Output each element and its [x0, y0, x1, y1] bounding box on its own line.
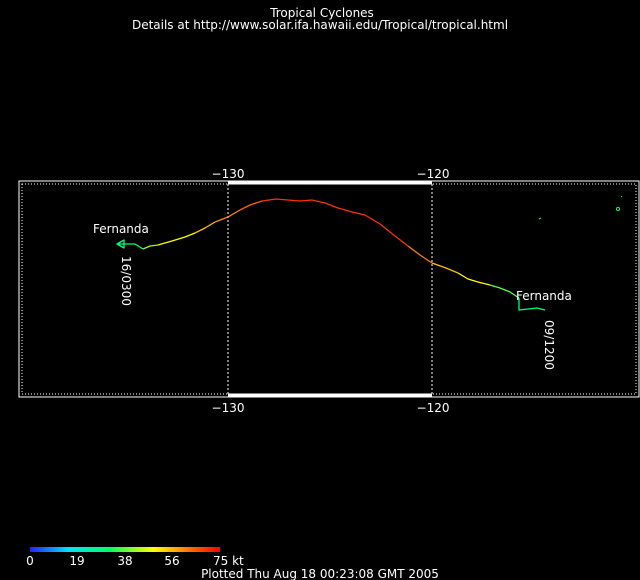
track-end-arrow — [116, 239, 125, 249]
storm-track-fernanda — [116, 198, 546, 311]
storm-name-label-west: Fernanda — [93, 222, 149, 236]
storm-time-label-east: 09/1200 — [542, 320, 556, 370]
track-segment — [489, 284, 520, 299]
top-tick-label-120: −120 — [417, 167, 450, 181]
disturbance-mark — [620, 195, 623, 198]
colorbar-tick-label: 75 kt — [213, 554, 244, 568]
bottom-tick-label-120: −120 — [417, 401, 450, 415]
chart-title: Tropical Cyclones — [269, 6, 374, 20]
map-frame — [18, 180, 640, 398]
track-segment — [518, 298, 546, 311]
disturbance-mark — [615, 206, 621, 212]
track-segment — [407, 245, 433, 264]
small-disturbance-marks — [538, 195, 623, 220]
track-segment — [194, 221, 216, 234]
track-segment — [157, 232, 196, 246]
colorbar-tick-label: 19 — [69, 554, 84, 568]
storm-name-label-east: Fernanda — [516, 289, 572, 303]
colorbar-tick-label: 56 — [164, 554, 179, 568]
track-segment — [118, 243, 144, 250]
colorbar-tick-label: 0 — [26, 554, 34, 568]
top-tick-label-130: −130 — [212, 167, 245, 181]
track-segment — [239, 200, 263, 211]
colorbar-tick-label: 38 — [117, 554, 132, 568]
bottom-tick-label-130: −130 — [212, 401, 245, 415]
storm-time-label-west: 16/0300 — [119, 256, 133, 306]
intensity-colorbar — [30, 547, 220, 552]
track-segment — [457, 272, 491, 286]
plotted-timestamp: Plotted Thu Aug 18 00:23:08 GMT 2005 — [201, 567, 439, 580]
details-link[interactable]: Details at http://www.solar.ifa.hawaii.e… — [132, 18, 508, 32]
track-segment — [261, 198, 409, 247]
track-segment — [214, 209, 241, 223]
track-segment — [142, 244, 159, 250]
disturbance-mark — [538, 217, 542, 220]
track-segment — [431, 262, 459, 274]
